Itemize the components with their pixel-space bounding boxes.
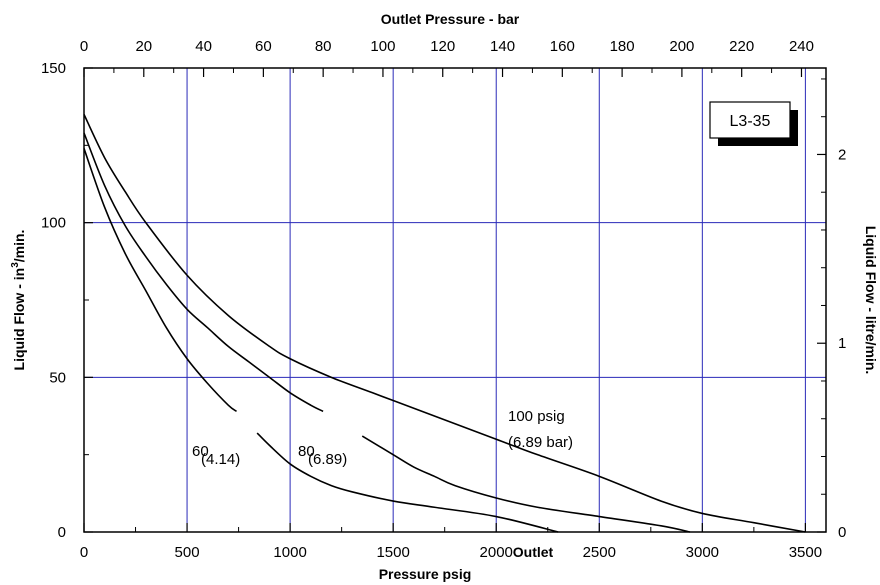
- series-1-line-segment-0: [83, 132, 324, 413]
- x-bottom-tick-label: 500: [175, 544, 200, 561]
- x-bottom-tick-label: 3000: [686, 544, 719, 561]
- series-80-label-a: 80: [298, 443, 315, 460]
- series-80-label-b: (6.89): [308, 451, 347, 468]
- series-100-label-b: (6.89 bar): [508, 434, 573, 451]
- ticks: [83, 67, 826, 533]
- y-right-tick-label: 1: [838, 335, 846, 352]
- y-left-axis-title-end: /min.: [11, 230, 27, 263]
- x-bottom-tick-label: 0: [80, 544, 88, 561]
- x-top-tick-label: 160: [550, 38, 575, 55]
- y-right-tick-label: 0: [838, 524, 846, 541]
- y-left-tick-label: 150: [41, 60, 66, 77]
- x-top-tick-label: 20: [135, 38, 152, 55]
- x-top-tick-label: 120: [430, 38, 455, 55]
- y-left-axis-title-sup: 3: [10, 262, 21, 268]
- x-top-tick-label: 180: [610, 38, 635, 55]
- y-left-tick-label: 0: [58, 524, 66, 541]
- x-bottom-tick-label: 3500: [789, 544, 822, 561]
- y-left-axis-title: Liquid Flow - in3/min.: [10, 230, 27, 371]
- x-bottom-tick-label: 1000: [273, 544, 306, 561]
- x-bottom-tick-label: 2000: [480, 544, 513, 561]
- series-60-label-a: 60: [192, 443, 209, 460]
- series-0-line-segment-0: [83, 148, 238, 413]
- x-top-tick-label: 80: [315, 38, 332, 55]
- model-badge: L3-35: [709, 101, 798, 146]
- model-badge-text: L3-35: [730, 113, 771, 130]
- curves: [83, 114, 806, 533]
- x-top-tick-label: 40: [195, 38, 212, 55]
- x-top-tick-label: 140: [490, 38, 515, 55]
- x-bottom-axis-title-part2: Pressure psig: [379, 566, 472, 582]
- x-top-axis-title: Outlet Pressure - bar: [381, 11, 520, 27]
- y-left-axis-title-main: Liquid Flow - in: [11, 268, 27, 371]
- y-right-axis-title: Liquid Flow - litre/min.: [863, 226, 879, 375]
- x-bottom-axis-title-part1: Outlet: [513, 544, 554, 560]
- x-top-tick-label: 0: [80, 38, 88, 55]
- model-badge-box: [709, 101, 791, 139]
- series-60-label-b: (4.14): [201, 451, 240, 468]
- series-0-line-segment-1: [256, 432, 559, 533]
- x-top-tick-label: 240: [789, 38, 814, 55]
- series-1-line-segment-1: [361, 435, 691, 533]
- x-top-tick-label: 220: [729, 38, 754, 55]
- y-right-tick-label: 2: [838, 146, 846, 163]
- series-100-label-a: 100 psig: [508, 408, 565, 425]
- x-top-tick-label: 60: [255, 38, 272, 55]
- x-top-tick-label: 100: [370, 38, 395, 55]
- x-bottom-tick-label: 1500: [376, 544, 409, 561]
- y-left-tick-label: 100: [41, 215, 66, 232]
- series-2-line-segment-0: [83, 114, 806, 533]
- x-top-tick-label: 200: [669, 38, 694, 55]
- x-bottom-tick-label: 2500: [583, 544, 616, 561]
- y-left-tick-label: 50: [49, 369, 66, 386]
